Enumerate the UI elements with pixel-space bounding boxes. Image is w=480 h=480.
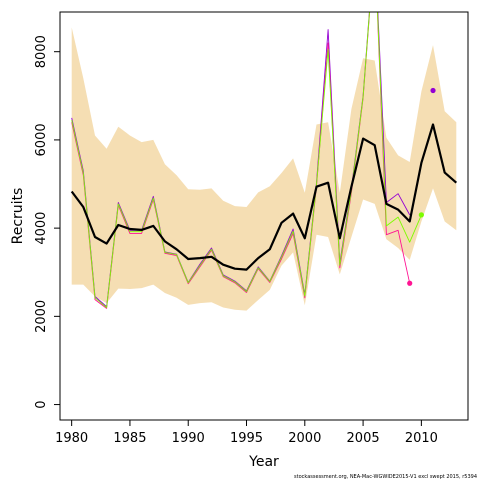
confidence-band: [71, 27, 457, 311]
x-tick-label: 1980: [55, 431, 88, 446]
y-tick-label: 4000: [34, 212, 49, 245]
series-end-marker-1: [407, 280, 413, 286]
y-tick-label: 6000: [34, 123, 49, 156]
x-axis: 1980 1985 1990 1995 2000 2005 2010: [55, 420, 438, 446]
x-axis-title: Year: [248, 454, 279, 470]
x-tick-label: 1990: [172, 431, 205, 446]
y-axis-title: Recruits: [10, 188, 26, 245]
series-line-retro-2: [71, 12, 422, 308]
x-tick-label: 2000: [288, 431, 321, 446]
y-tick-label: 2000: [34, 300, 49, 333]
marker-layer: [407, 87, 436, 286]
series-end-marker-2: [418, 212, 424, 218]
x-tick-label: 2010: [405, 431, 438, 446]
y-tick-label: 0: [34, 400, 49, 408]
y-axis: 0 2000 4000 6000 8000: [34, 35, 60, 409]
plot-frame: [59, 11, 469, 421]
credit-text: stockassessment.org, NEA-Mac-WGWIDE2015-…: [294, 474, 477, 480]
series-layer: [70, 12, 458, 309]
x-tick-label: 2005: [347, 431, 380, 446]
x-tick-label: 1985: [113, 431, 146, 446]
series-line-main: [70, 123, 458, 271]
x-tick-label: 1995: [230, 431, 263, 446]
series-end-marker-0: [430, 87, 436, 94]
y-tick-label: 8000: [34, 35, 49, 68]
